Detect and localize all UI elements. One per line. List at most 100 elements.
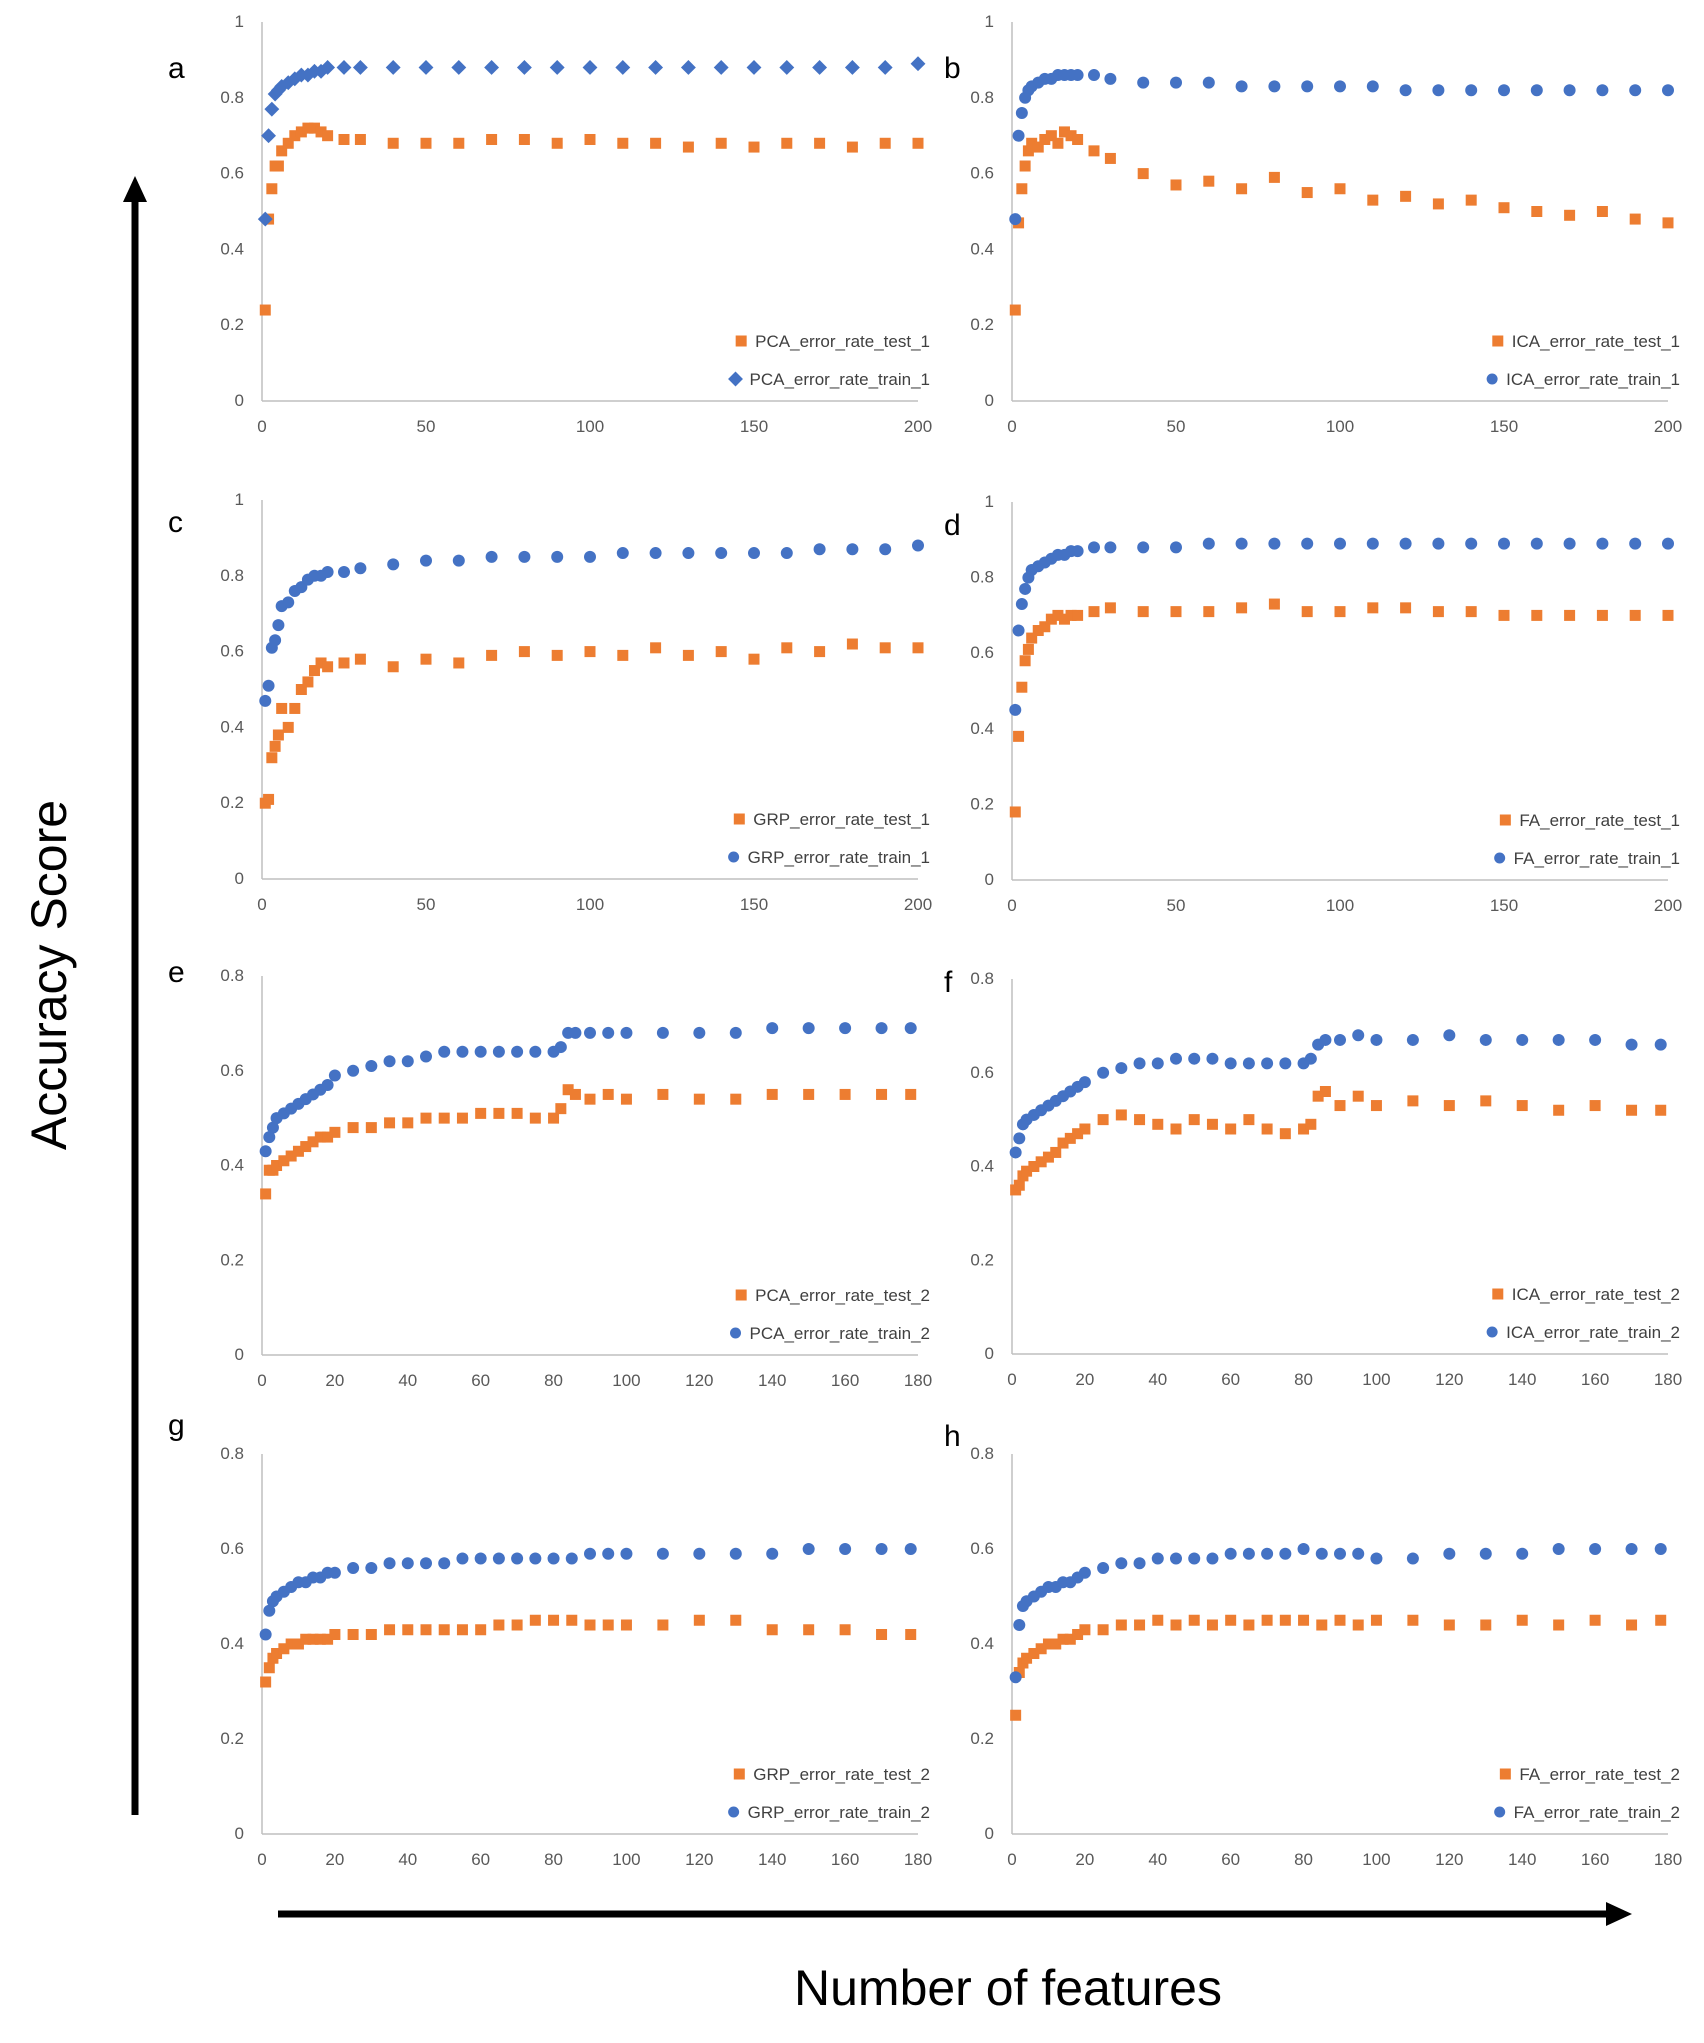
data-point bbox=[1655, 1104, 1667, 1116]
data-point bbox=[1170, 541, 1182, 554]
data-point bbox=[1626, 1619, 1638, 1631]
data-point bbox=[877, 60, 893, 75]
data-point bbox=[1334, 1614, 1346, 1626]
data-point bbox=[1088, 145, 1100, 157]
data-point bbox=[780, 547, 793, 560]
data-point bbox=[1009, 213, 1022, 226]
data-point bbox=[1042, 1151, 1054, 1163]
data-point bbox=[276, 702, 288, 714]
data-point bbox=[802, 1543, 815, 1555]
data-point bbox=[1009, 1146, 1022, 1159]
y-tick-label: 0.4 bbox=[970, 239, 994, 258]
series-train bbox=[1009, 69, 1674, 226]
data-point bbox=[617, 649, 629, 661]
data-point bbox=[259, 694, 272, 707]
data-point bbox=[565, 1552, 578, 1565]
data-point bbox=[387, 137, 399, 149]
data-point bbox=[1334, 183, 1346, 195]
x-tick-label: 160 bbox=[1581, 1850, 1609, 1869]
data-point bbox=[1268, 598, 1280, 610]
x-tick-label: 120 bbox=[1435, 1370, 1463, 1389]
data-point bbox=[551, 649, 563, 661]
chart-panel-a: 0 0.2 0.4 0.6 0.8 1 0 50 100 150 200 PCA_error_rate… bbox=[168, 12, 932, 436]
data-point bbox=[1564, 609, 1576, 621]
panel-letter: e bbox=[168, 956, 185, 989]
legend-marker bbox=[733, 1768, 745, 1780]
data-point bbox=[602, 1026, 615, 1039]
data-point bbox=[1137, 606, 1149, 618]
series-test bbox=[260, 1614, 917, 1688]
data-point bbox=[1589, 1100, 1601, 1112]
chart-panel-h: 0 0.2 0.4 0.6 0.8 0 20 40 60 80 100 120 140 160 180 FA_… bbox=[944, 1420, 1682, 1869]
data-point bbox=[1188, 1114, 1200, 1126]
data-point bbox=[1465, 84, 1478, 97]
data-point bbox=[1399, 84, 1412, 97]
data-point bbox=[616, 547, 629, 560]
data-point bbox=[1626, 1104, 1638, 1116]
data-point bbox=[1079, 1123, 1091, 1135]
data-point bbox=[1016, 681, 1028, 693]
data-point bbox=[1352, 1029, 1365, 1042]
x-tick-label: 200 bbox=[1654, 896, 1682, 915]
data-point bbox=[438, 1624, 450, 1636]
data-point bbox=[879, 543, 892, 556]
x-tick-label: 100 bbox=[1326, 896, 1354, 915]
data-point bbox=[766, 1088, 778, 1100]
data-point bbox=[282, 721, 294, 733]
data-point bbox=[1072, 609, 1084, 621]
data-point bbox=[1206, 1619, 1218, 1631]
data-point bbox=[1015, 598, 1028, 611]
data-point bbox=[1399, 537, 1412, 550]
data-point bbox=[1206, 1052, 1219, 1065]
y-axis-title: Accuracy Score bbox=[21, 800, 77, 1150]
data-point bbox=[648, 60, 664, 75]
data-point bbox=[263, 1131, 276, 1144]
data-point bbox=[1367, 602, 1379, 614]
data-point bbox=[328, 1069, 341, 1082]
x-tick-label: 20 bbox=[1075, 1850, 1094, 1869]
x-arrow bbox=[278, 1902, 1632, 1926]
x-tick-label: 20 bbox=[1075, 1370, 1094, 1389]
series-test bbox=[259, 122, 924, 316]
data-point bbox=[813, 543, 826, 556]
data-point bbox=[1334, 537, 1346, 550]
data-point bbox=[1662, 537, 1674, 550]
y-tick-label: 1 bbox=[985, 12, 994, 31]
data-point bbox=[282, 137, 294, 149]
data-point bbox=[1115, 1619, 1127, 1631]
data-point bbox=[1366, 80, 1379, 93]
legend: ICA_error_rate_test_1 ICA_error_rate_trai… bbox=[1486, 332, 1680, 389]
data-point bbox=[272, 729, 284, 741]
data-point bbox=[904, 1022, 917, 1035]
data-point bbox=[402, 1117, 414, 1129]
data-point bbox=[529, 1552, 542, 1565]
data-point bbox=[1097, 1114, 1109, 1126]
data-point bbox=[839, 1624, 851, 1636]
data-point bbox=[456, 1624, 468, 1636]
y-tick-label: 0 bbox=[985, 1824, 994, 1843]
data-point bbox=[266, 183, 278, 195]
data-point bbox=[1170, 179, 1182, 191]
legend: FA_error_rate_test_1 FA_error_rate_train_… bbox=[1494, 811, 1680, 868]
data-point bbox=[1079, 1624, 1091, 1636]
data-point bbox=[1170, 76, 1182, 89]
y-tick-label: 0.2 bbox=[970, 1729, 994, 1748]
x-tick-label: 40 bbox=[398, 1371, 417, 1390]
data-point bbox=[1298, 1123, 1310, 1135]
data-point bbox=[846, 638, 858, 650]
data-point bbox=[812, 60, 828, 75]
data-point bbox=[839, 1088, 851, 1100]
data-point bbox=[1243, 1619, 1255, 1631]
x-tick-label: 180 bbox=[1654, 1850, 1682, 1869]
data-point bbox=[1563, 537, 1576, 550]
data-point bbox=[1170, 1552, 1182, 1565]
data-point bbox=[321, 566, 334, 579]
x-tick-label: 120 bbox=[685, 1850, 713, 1869]
x-tick-label: 60 bbox=[471, 1371, 490, 1390]
x-tick-label: 0 bbox=[257, 1371, 266, 1390]
data-point bbox=[1170, 1123, 1182, 1135]
data-point bbox=[682, 649, 694, 661]
data-point bbox=[1104, 152, 1116, 164]
data-point bbox=[1242, 1547, 1255, 1560]
data-point bbox=[321, 1078, 334, 1091]
